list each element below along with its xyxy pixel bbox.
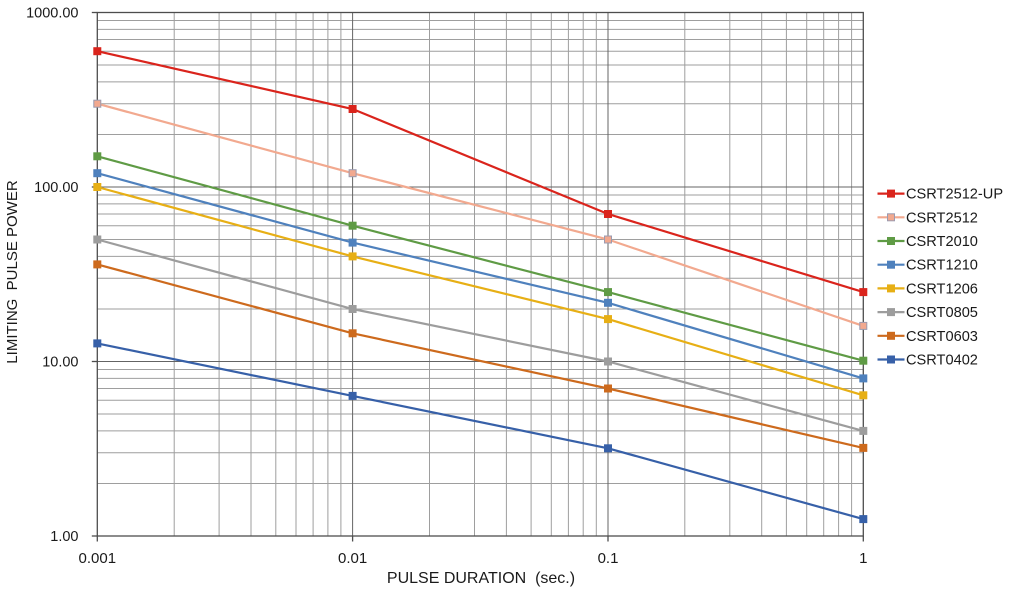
svg-text:0.001: 0.001 <box>79 550 117 567</box>
svg-text:CSRT1210: CSRT1210 <box>906 258 978 274</box>
svg-text:CSRT2512-UP: CSRT2512-UP <box>906 187 1003 203</box>
svg-text:10.00: 10.00 <box>42 354 78 370</box>
svg-text:PULSE DURATION (sec.): PULSE DURATION (sec.) <box>387 570 575 587</box>
svg-text:1000.00: 1000.00 <box>26 5 78 21</box>
svg-text:0.1: 0.1 <box>598 550 619 567</box>
svg-text:CSRT2512: CSRT2512 <box>906 210 978 226</box>
svg-text:CSRT1206: CSRT1206 <box>906 281 978 297</box>
svg-text:CSRT0402: CSRT0402 <box>906 353 978 369</box>
svg-text:CSRT0805: CSRT0805 <box>906 305 978 321</box>
svg-text:0.01: 0.01 <box>338 550 367 567</box>
svg-text:100.00: 100.00 <box>34 180 78 196</box>
svg-text:CSRT0603: CSRT0603 <box>906 329 978 345</box>
svg-text:1: 1 <box>859 550 867 567</box>
svg-text:LIMITING PULSE POWER: LIMITING PULSE POWER <box>4 180 21 364</box>
svg-text:CSRT2010: CSRT2010 <box>906 234 978 250</box>
svg-text:1.00: 1.00 <box>50 529 78 545</box>
